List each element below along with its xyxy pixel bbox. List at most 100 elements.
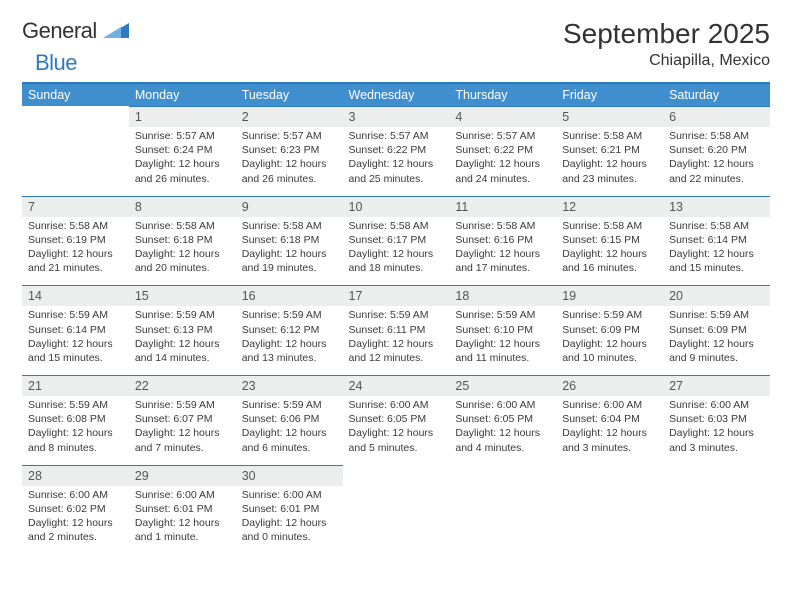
sunrise-text: Sunrise: 5:58 AM	[562, 219, 657, 233]
day-header: Friday	[556, 84, 663, 107]
day-number-cell: 19	[556, 286, 663, 307]
day-number: 25	[449, 376, 556, 396]
daybody-row: Sunrise: 5:59 AMSunset: 6:14 PMDaylight:…	[22, 306, 770, 375]
day-details: Sunrise: 6:00 AMSunset: 6:05 PMDaylight:…	[449, 396, 556, 465]
sunrise-text: Sunrise: 5:57 AM	[349, 129, 444, 143]
sunset-text: Sunset: 6:10 PM	[455, 323, 550, 337]
month-title: September 2025	[563, 18, 770, 50]
daylight-text: Daylight: 12 hours and 6 minutes.	[242, 426, 337, 454]
daylight-text: Daylight: 12 hours and 10 minutes.	[562, 337, 657, 365]
daylight-text: Daylight: 12 hours and 8 minutes.	[28, 426, 123, 454]
day-number: 24	[343, 376, 450, 396]
daylight-text: Daylight: 12 hours and 0 minutes.	[242, 516, 337, 544]
daybody-row: Sunrise: 5:58 AMSunset: 6:19 PMDaylight:…	[22, 217, 770, 286]
day-number-cell: 5	[556, 107, 663, 128]
day-number-cell: 10	[343, 196, 450, 217]
sunset-text: Sunset: 6:01 PM	[242, 502, 337, 516]
day-number: 13	[663, 197, 770, 217]
day-number: 6	[663, 107, 770, 127]
sunrise-text: Sunrise: 5:57 AM	[242, 129, 337, 143]
day-number-cell: 15	[129, 286, 236, 307]
daylight-text: Daylight: 12 hours and 17 minutes.	[455, 247, 550, 275]
sunrise-text: Sunrise: 5:58 AM	[135, 219, 230, 233]
day-number-cell: 6	[663, 107, 770, 128]
day-details: Sunrise: 5:57 AMSunset: 6:22 PMDaylight:…	[343, 127, 450, 196]
day-number: 18	[449, 286, 556, 306]
day-number: 23	[236, 376, 343, 396]
daylight-text: Daylight: 12 hours and 7 minutes.	[135, 426, 230, 454]
day-details: Sunrise: 6:00 AMSunset: 6:02 PMDaylight:…	[22, 486, 129, 555]
day-details: Sunrise: 6:00 AMSunset: 6:01 PMDaylight:…	[236, 486, 343, 555]
day-number: 1	[129, 107, 236, 127]
sunset-text: Sunset: 6:05 PM	[349, 412, 444, 426]
day-header: Monday	[129, 84, 236, 107]
brand-logo: General	[22, 18, 131, 44]
brand-triangle-icon	[103, 20, 129, 43]
day-number: 21	[22, 376, 129, 396]
day-details: Sunrise: 5:58 AMSunset: 6:19 PMDaylight:…	[22, 217, 129, 286]
daylight-text: Daylight: 12 hours and 24 minutes.	[455, 157, 550, 185]
sunrise-text: Sunrise: 6:00 AM	[669, 398, 764, 412]
day-number: 9	[236, 197, 343, 217]
sunset-text: Sunset: 6:14 PM	[669, 233, 764, 247]
daybody-row: Sunrise: 5:59 AMSunset: 6:08 PMDaylight:…	[22, 396, 770, 465]
sunrise-text: Sunrise: 5:58 AM	[669, 219, 764, 233]
day-number-cell: 1	[129, 107, 236, 128]
day-number-cell: 12	[556, 196, 663, 217]
daylight-text: Daylight: 12 hours and 16 minutes.	[562, 247, 657, 275]
day-number-cell: 28	[22, 465, 129, 486]
day-details: Sunrise: 5:58 AMSunset: 6:18 PMDaylight:…	[129, 217, 236, 286]
day-number: 2	[236, 107, 343, 127]
day-details: Sunrise: 6:00 AMSunset: 6:05 PMDaylight:…	[343, 396, 450, 465]
daylight-text: Daylight: 12 hours and 15 minutes.	[669, 247, 764, 275]
sunrise-text: Sunrise: 5:59 AM	[135, 308, 230, 322]
daylight-text: Daylight: 12 hours and 26 minutes.	[242, 157, 337, 185]
day-details: Sunrise: 5:58 AMSunset: 6:16 PMDaylight:…	[449, 217, 556, 286]
sunrise-text: Sunrise: 6:00 AM	[349, 398, 444, 412]
daylight-text: Daylight: 12 hours and 19 minutes.	[242, 247, 337, 275]
day-number-cell: 13	[663, 196, 770, 217]
sunrise-text: Sunrise: 5:59 AM	[669, 308, 764, 322]
calendar-table: Sunday Monday Tuesday Wednesday Thursday…	[22, 84, 770, 554]
sunset-text: Sunset: 6:17 PM	[349, 233, 444, 247]
day-number-cell: 16	[236, 286, 343, 307]
location-label: Chiapilla, Mexico	[563, 52, 770, 70]
day-number: 7	[22, 197, 129, 217]
day-details: Sunrise: 5:59 AMSunset: 6:12 PMDaylight:…	[236, 306, 343, 375]
daylight-text: Daylight: 12 hours and 26 minutes.	[135, 157, 230, 185]
sunset-text: Sunset: 6:22 PM	[455, 143, 550, 157]
sunset-text: Sunset: 6:15 PM	[562, 233, 657, 247]
day-details: Sunrise: 5:58 AMSunset: 6:14 PMDaylight:…	[663, 217, 770, 286]
daylight-text: Daylight: 12 hours and 12 minutes.	[349, 337, 444, 365]
daybody-row: Sunrise: 5:57 AMSunset: 6:24 PMDaylight:…	[22, 127, 770, 196]
day-details: Sunrise: 5:58 AMSunset: 6:18 PMDaylight:…	[236, 217, 343, 286]
day-number-cell: 26	[556, 376, 663, 397]
daylight-text: Daylight: 12 hours and 18 minutes.	[349, 247, 444, 275]
day-header: Saturday	[663, 84, 770, 107]
day-number: 27	[663, 376, 770, 396]
day-number: 28	[22, 466, 129, 486]
day-number-cell: 20	[663, 286, 770, 307]
sunset-text: Sunset: 6:08 PM	[28, 412, 123, 426]
day-details: Sunrise: 5:59 AMSunset: 6:07 PMDaylight:…	[129, 396, 236, 465]
day-details: Sunrise: 5:59 AMSunset: 6:06 PMDaylight:…	[236, 396, 343, 465]
daylight-text: Daylight: 12 hours and 2 minutes.	[28, 516, 123, 544]
sunset-text: Sunset: 6:16 PM	[455, 233, 550, 247]
daynum-row: 14151617181920	[22, 286, 770, 307]
day-details: Sunrise: 6:00 AMSunset: 6:03 PMDaylight:…	[663, 396, 770, 465]
day-number-cell: 17	[343, 286, 450, 307]
sunrise-text: Sunrise: 5:59 AM	[242, 308, 337, 322]
daynum-row: 21222324252627	[22, 376, 770, 397]
daylight-text: Daylight: 12 hours and 9 minutes.	[669, 337, 764, 365]
daylight-text: Daylight: 12 hours and 13 minutes.	[242, 337, 337, 365]
sunrise-text: Sunrise: 5:59 AM	[349, 308, 444, 322]
day-number: 19	[556, 286, 663, 306]
day-number: 15	[129, 286, 236, 306]
day-header: Tuesday	[236, 84, 343, 107]
day-details: Sunrise: 6:00 AMSunset: 6:01 PMDaylight:…	[129, 486, 236, 555]
sunrise-text: Sunrise: 5:58 AM	[349, 219, 444, 233]
day-header-row: Sunday Monday Tuesday Wednesday Thursday…	[22, 84, 770, 107]
day-number-cell: 14	[22, 286, 129, 307]
day-number: 29	[129, 466, 236, 486]
sunrise-text: Sunrise: 5:58 AM	[242, 219, 337, 233]
